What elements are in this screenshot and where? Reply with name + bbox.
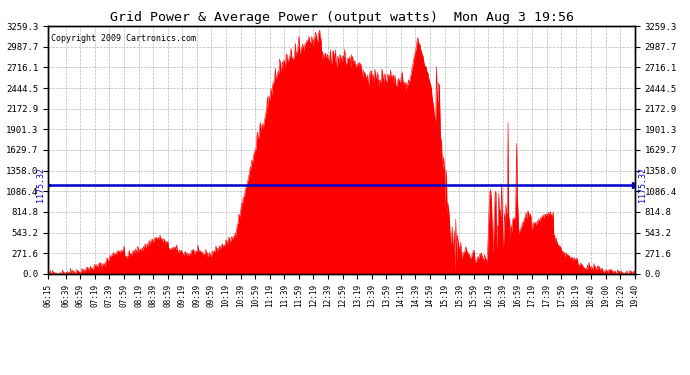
Title: Grid Power & Average Power (output watts)  Mon Aug 3 19:56: Grid Power & Average Power (output watts… bbox=[110, 11, 573, 24]
Text: 1175.32: 1175.32 bbox=[638, 167, 647, 202]
Text: Copyright 2009 Cartronics.com: Copyright 2009 Cartronics.com bbox=[51, 34, 196, 43]
Text: 1175.32: 1175.32 bbox=[37, 167, 46, 202]
